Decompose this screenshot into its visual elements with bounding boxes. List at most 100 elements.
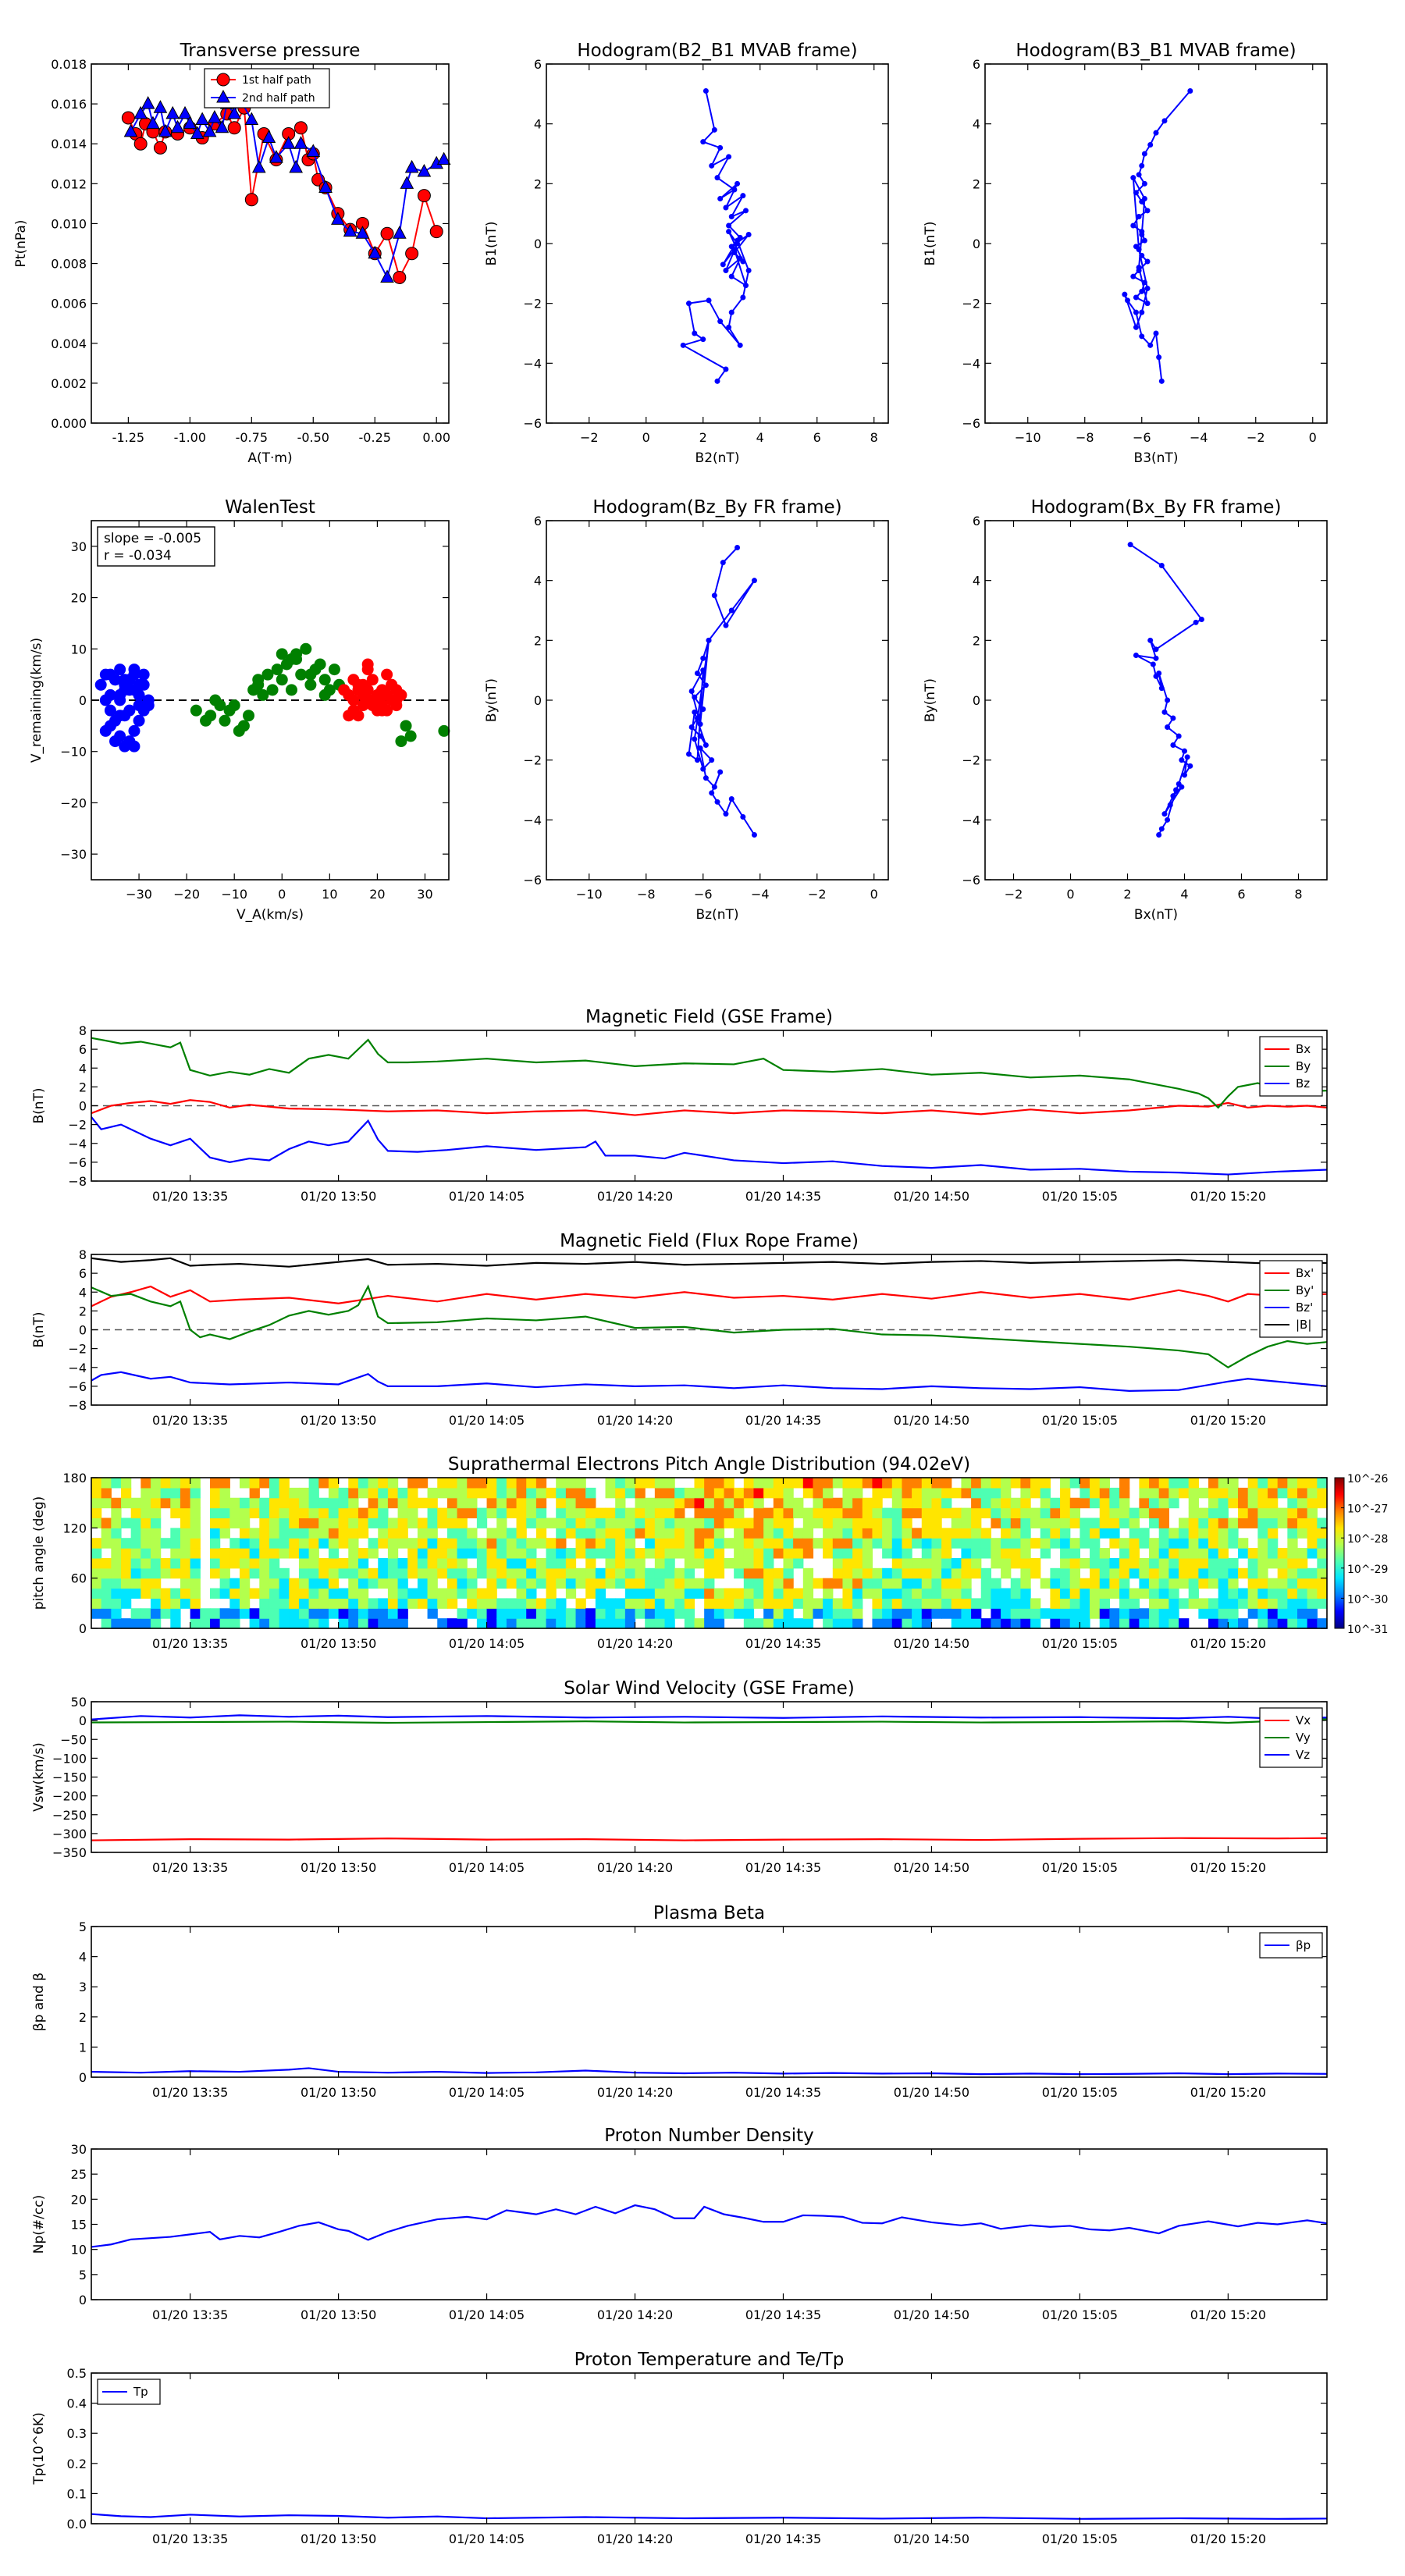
heatmap-cell [980, 1538, 992, 1549]
data-point [700, 336, 706, 343]
time-tick-label: 01/20 14:35 [745, 2307, 821, 2322]
data-point [366, 674, 379, 686]
legend-label: Bx' [1296, 1266, 1314, 1280]
heatmap-cell [457, 1478, 468, 1489]
heatmap-cell [605, 1578, 616, 1589]
heatmap-cell [556, 1517, 567, 1528]
heatmap-cell [417, 1528, 429, 1539]
heatmap-cell [753, 1588, 764, 1599]
data-point [711, 784, 717, 790]
heatmap-cell [783, 1598, 794, 1609]
data-point [735, 237, 741, 244]
data-point [1141, 279, 1147, 286]
x-tick-label: −30 [126, 887, 152, 902]
heatmap-cell [1238, 1598, 1249, 1609]
heatmap-cell [1030, 1557, 1041, 1569]
data-point [1198, 617, 1204, 622]
heatmap-cell [378, 1557, 389, 1569]
heatmap-cell [852, 1538, 863, 1549]
data-point [357, 688, 369, 701]
heatmap-cell [891, 1497, 903, 1509]
heatmap-cell [506, 1598, 518, 1609]
heatmap-cell [1030, 1608, 1041, 1619]
y-tick-label: 5 [79, 2268, 87, 2282]
heatmap-cell [111, 1567, 122, 1579]
heatmap-cell [535, 1598, 547, 1609]
heatmap-cell [457, 1517, 468, 1528]
heatmap-cell [496, 1618, 507, 1629]
data-point [355, 226, 370, 239]
heatmap-cell [378, 1567, 389, 1579]
heatmap-cell [1208, 1567, 1219, 1579]
heatmap-cell [961, 1598, 972, 1609]
heatmap-cell [624, 1578, 636, 1589]
time-tick-label: 01/20 14:05 [449, 1636, 525, 1651]
heatmap-cell [921, 1538, 933, 1549]
heatmap-cell [763, 1578, 774, 1589]
x-tick-label: −2 [580, 430, 599, 445]
heatmap-cell [91, 1538, 102, 1549]
heatmap-cell [239, 1507, 251, 1519]
heatmap-cell [704, 1567, 715, 1579]
data-point [728, 214, 735, 219]
y-tick-label: −6 [962, 416, 980, 431]
heatmap-cell [229, 1517, 240, 1528]
heatmap-cell [882, 1567, 893, 1579]
heatmap-cell [1040, 1487, 1051, 1499]
heatmap-cell [91, 1487, 102, 1499]
heatmap-cell [645, 1608, 656, 1619]
heatmap-cell [713, 1618, 725, 1629]
heatmap-cell [190, 1517, 201, 1528]
heatmap-cell [101, 1478, 112, 1489]
data-point [390, 694, 403, 706]
heatmap-cell [753, 1507, 764, 1519]
heatmap-cell [674, 1578, 685, 1589]
heatmap-cell [645, 1517, 656, 1528]
data-point [380, 226, 394, 240]
data-point [392, 226, 407, 239]
heatmap-cell [1297, 1497, 1308, 1509]
heatmap-cell [259, 1557, 270, 1569]
heatmap-cell [476, 1487, 488, 1499]
heatmap-cell [120, 1478, 132, 1489]
heatmap-cell [1119, 1557, 1130, 1569]
heatmap-cell [872, 1517, 883, 1528]
heatmap-cell [1218, 1567, 1229, 1579]
heatmap-cell [180, 1497, 191, 1509]
heatmap-cell [773, 1548, 784, 1559]
heatmap-cell [1099, 1578, 1110, 1589]
heatmap-cell [585, 1487, 596, 1499]
heatmap-cell [872, 1507, 883, 1519]
heatmap-cell [852, 1507, 863, 1519]
heatmap-cell [1287, 1548, 1298, 1559]
heatmap-cell [1050, 1578, 1061, 1589]
heatmap-cell [684, 1487, 695, 1499]
data-point [261, 130, 276, 144]
heatmap-cell [862, 1497, 873, 1509]
heatmap-cell [783, 1528, 794, 1539]
heatmap-cell [219, 1528, 230, 1539]
heatmap-cell [209, 1608, 221, 1619]
heatmap-cell [1099, 1608, 1110, 1619]
heatmap-cell [605, 1618, 616, 1629]
heatmap-cell [427, 1538, 438, 1549]
heatmap-cell [427, 1598, 438, 1609]
heatmap-cell [635, 1567, 646, 1579]
heatmap-cell [506, 1487, 518, 1499]
data-point [104, 688, 116, 701]
y-tick-label: 8 [79, 1023, 87, 1038]
heatmap-cell [239, 1608, 251, 1619]
heatmap-cell [605, 1598, 616, 1609]
heatmap-cell [1168, 1608, 1179, 1619]
heatmap-cell [912, 1578, 923, 1589]
heatmap-cell [486, 1588, 497, 1599]
time-tick-label: 01/20 14:50 [894, 1413, 969, 1428]
heatmap-cell [289, 1578, 300, 1589]
heatmap-cell [813, 1497, 823, 1509]
heatmap-cell [209, 1618, 221, 1629]
heatmap-cell [140, 1507, 151, 1519]
heatmap-cell [1179, 1578, 1190, 1589]
plot-frame [91, 1701, 1328, 1853]
heatmap-cell [971, 1538, 982, 1549]
heatmap-cell [783, 1567, 794, 1579]
